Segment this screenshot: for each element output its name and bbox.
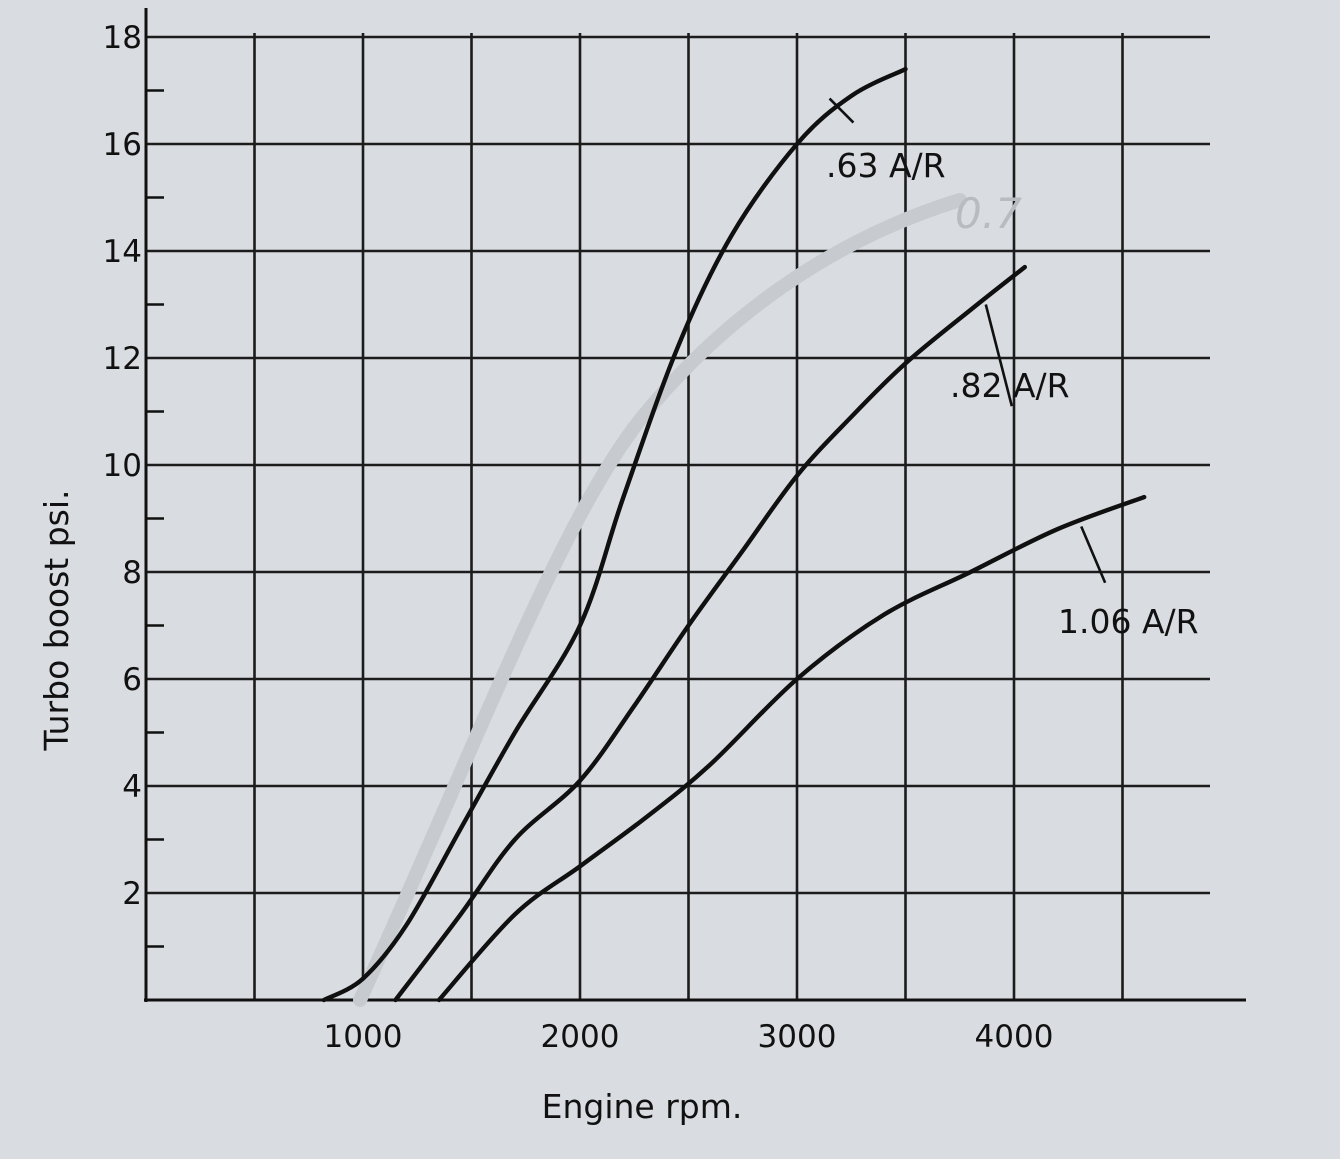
x-tick-label: 2000 xyxy=(541,1019,620,1055)
grid xyxy=(146,33,1210,1000)
leader-line-2 xyxy=(984,304,1014,407)
y-tick-label: 4 xyxy=(122,769,142,805)
series-082-ar xyxy=(393,264,1027,1003)
y-tick-label: 2 xyxy=(122,876,142,912)
leader-line-1 xyxy=(828,97,855,124)
series-106-ar xyxy=(436,494,1147,1003)
series-063-ar xyxy=(321,66,908,1003)
y-tick-label: 6 xyxy=(122,662,142,698)
label-leaders xyxy=(828,97,1107,584)
y-axis-label: Turbo boost psi. xyxy=(37,489,76,751)
series-label-082: .82 A/R xyxy=(950,366,1070,405)
series-curves xyxy=(321,66,1147,1003)
x-tick-label: 1000 xyxy=(324,1019,403,1055)
series-label-063: .63 A/R xyxy=(826,146,946,185)
handwritten-note: 0.7 xyxy=(955,189,1022,238)
x-tick-label: 3000 xyxy=(758,1019,837,1055)
x-tick-label: 4000 xyxy=(975,1019,1054,1055)
y-tick-label: 14 xyxy=(103,234,142,270)
y-tick-labels: 2 4 6 8 10 12 14 16 18 xyxy=(103,20,142,912)
y-tick-label: 10 xyxy=(103,448,142,484)
minor-ticks xyxy=(146,89,164,948)
y-tick-label: 18 xyxy=(103,20,142,56)
y-tick-label: 8 xyxy=(122,555,142,591)
y-tick-label: 12 xyxy=(103,341,142,377)
pencil-mark xyxy=(353,193,967,1007)
y-tick-label: 16 xyxy=(103,127,142,163)
leader-line-3 xyxy=(1080,526,1107,584)
series-label-106: 1.06 A/R xyxy=(1058,602,1199,641)
axes xyxy=(144,8,1246,1002)
x-tick-labels: 1000 2000 3000 4000 xyxy=(324,1019,1054,1055)
x-axis-label: Engine rpm. xyxy=(542,1087,743,1126)
